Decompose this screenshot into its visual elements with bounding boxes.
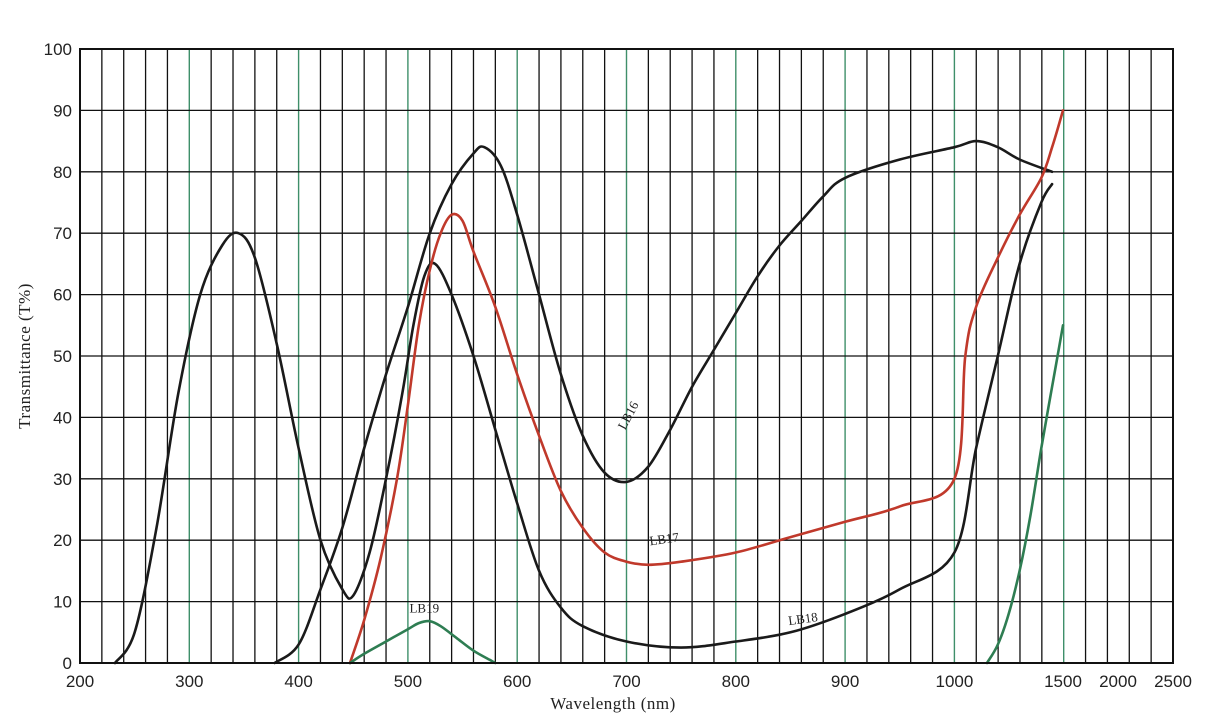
x-tick-labels: 200 300 400 500 600 700 800 900 1000 1500 2000 2500 — [66, 672, 1192, 691]
plot-border — [79, 48, 1174, 664]
series-line-lb17 — [348, 109, 1065, 665]
y-tick-label: 60 — [53, 286, 72, 305]
x-tick-label: 1500 — [1044, 672, 1082, 691]
x-tick-label: 2500 — [1154, 672, 1192, 691]
x-axis-title: Wavelength (nm) — [550, 694, 676, 713]
y-tick-label: 50 — [53, 347, 72, 366]
x-tick-label: 500 — [394, 672, 422, 691]
y-tick-label: 80 — [53, 163, 72, 182]
series-line-lb19 — [348, 619, 497, 665]
y-tick-label: 100 — [44, 40, 72, 59]
y-tick-label: 70 — [53, 224, 72, 243]
x-tick-label: 700 — [612, 672, 640, 691]
x-tick-label: 200 — [66, 672, 94, 691]
y-tick-label: 0 — [63, 654, 72, 673]
y-tick-label: 90 — [53, 101, 72, 120]
curve-label-lb18: LB18 — [787, 609, 818, 628]
x-tick-label: 2000 — [1099, 672, 1137, 691]
y-axis-title: Transmittance (T%) — [15, 283, 34, 429]
y-tick-label: 20 — [53, 531, 72, 550]
y-tick-labels: 0 10 20 30 40 50 60 70 80 90 100 — [44, 40, 72, 673]
x-tick-label: 900 — [831, 672, 859, 691]
series-group — [113, 109, 1065, 665]
x-tick-label: 400 — [284, 672, 312, 691]
x-tick-label: 300 — [175, 672, 203, 691]
x-tick-label: 1000 — [935, 672, 973, 691]
grid — [80, 49, 1173, 663]
curve-label-lb19: LB19 — [409, 601, 439, 616]
x-tick-label: 600 — [503, 672, 531, 691]
curve-label-lb17: LB17 — [648, 529, 680, 548]
series-line-ir-green-curve — [985, 324, 1065, 665]
x-tick-label: 800 — [722, 672, 750, 691]
y-tick-label: 10 — [53, 593, 72, 612]
series-line-uv-band-curve — [113, 182, 1054, 665]
y-tick-label: 30 — [53, 470, 72, 489]
y-tick-label: 40 — [53, 408, 72, 427]
series-line-lb16 — [273, 139, 1054, 665]
